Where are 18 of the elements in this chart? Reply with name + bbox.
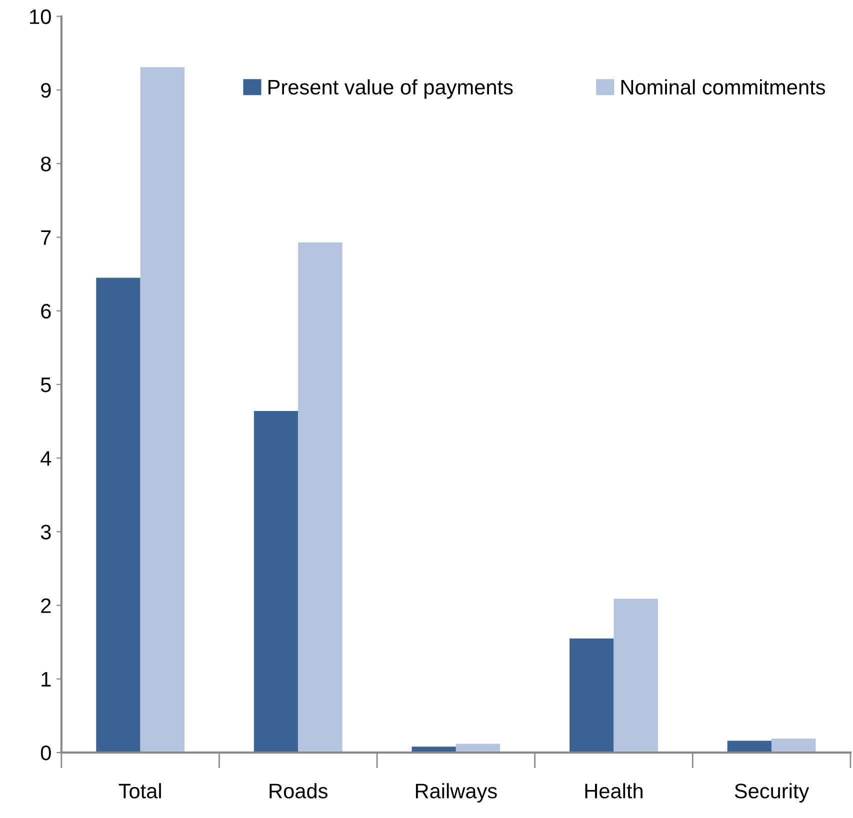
x-tick-label: Total [118, 783, 161, 798]
y-tick-label: 6 [41, 304, 51, 319]
y-tick-label: 5 [40, 378, 51, 392]
legend-label: Nominal commitments [621, 79, 826, 95]
y-tick-label: 8 [41, 156, 51, 172]
legend-label: Present value of payments [268, 79, 513, 99]
y-tick-label: 10 [30, 9, 51, 24]
y-tick-label: 3 [40, 524, 51, 540]
x-tick-label: Roads [270, 783, 328, 798]
y-tick-label: 7 [41, 230, 51, 245]
x-tick-label: Security [734, 783, 810, 803]
x-tick-label: Health [585, 783, 642, 798]
y-tick-label: 2 [41, 598, 51, 613]
y-tick-label: 4 [40, 451, 52, 466]
x-tick-label: Railways [416, 783, 497, 803]
y-tick-label: 9 [41, 82, 51, 98]
y-tick-label: 1 [42, 672, 51, 686]
y-tick-label: 0 [40, 746, 51, 760]
